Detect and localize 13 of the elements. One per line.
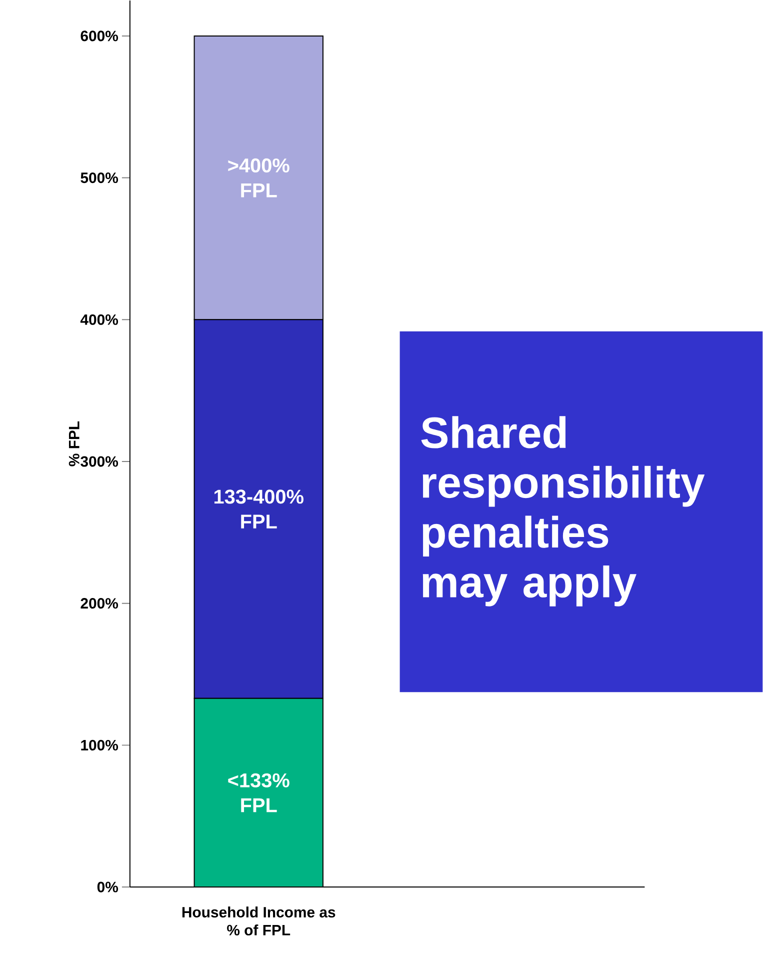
annotation: Shared responsibility penalties may apply (421, 416, 705, 606)
y-tick-label: 0% (98, 882, 118, 892)
series-label: <133% FPL (228, 773, 290, 812)
y-tick-label: 200% (80, 598, 118, 609)
series-label: >400% FPL (228, 158, 290, 198)
y-tick-label: 500% (80, 172, 118, 184)
y-tick-label: 600% (80, 30, 118, 42)
x-tick-label: Household Income as % of FPL (182, 906, 336, 936)
y-tick-label: 300% (80, 456, 118, 467)
series-label: 133-400% FPL (214, 490, 304, 528)
y-tick-label: 400% (80, 314, 118, 325)
y-tick-label: 100% (81, 740, 118, 750)
y-axis-title: % FPL (69, 421, 80, 466)
